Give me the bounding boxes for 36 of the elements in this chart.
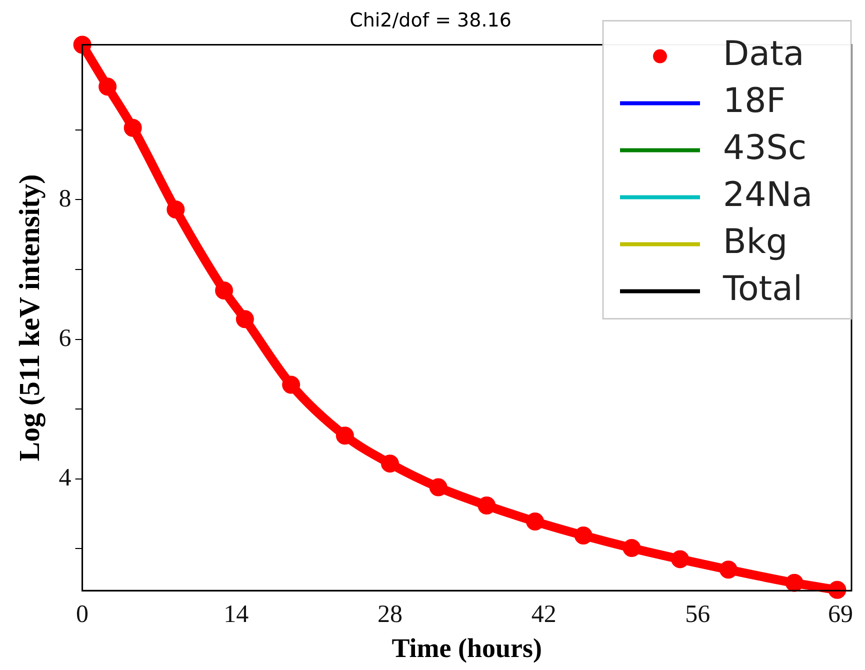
point (574, 526, 592, 544)
point (236, 310, 254, 328)
point (828, 580, 846, 599)
point (429, 478, 448, 496)
point (98, 78, 117, 96)
point (622, 539, 641, 558)
y-axis-title: Log (511 keV intensity) (14, 174, 46, 462)
x-tick-label: 56 (685, 601, 710, 628)
legend-label: Data (723, 34, 804, 74)
point (215, 281, 234, 300)
x-tick-label: 28 (377, 601, 402, 628)
y-tick-label: 8 (58, 185, 72, 212)
y-tick-label: 4 (58, 464, 72, 492)
point (719, 560, 738, 579)
x-axis-title: Time (hours) (392, 632, 542, 663)
point (336, 426, 354, 445)
y-tick-label: 6 (58, 324, 72, 352)
point (282, 376, 300, 394)
legend-label: Total (722, 269, 802, 310)
point (671, 550, 690, 568)
legend-label: Bkg (723, 222, 788, 262)
point (478, 496, 496, 514)
point (380, 454, 399, 473)
legend-label: 43Sc (723, 128, 807, 168)
chart-title: Chi2/dof = 38.16 (350, 9, 512, 32)
point (73, 36, 92, 54)
legend-label: 18F (723, 81, 786, 122)
x-tick-label: 42 (531, 601, 556, 628)
legend-label: 24Na (723, 175, 813, 216)
x-tick-label: 69 (828, 601, 854, 628)
point (124, 118, 142, 137)
point (526, 512, 544, 531)
x-tick-label: 0 (76, 601, 89, 628)
x-tick-label: 14 (224, 601, 250, 628)
point (166, 200, 185, 219)
point (785, 574, 804, 592)
